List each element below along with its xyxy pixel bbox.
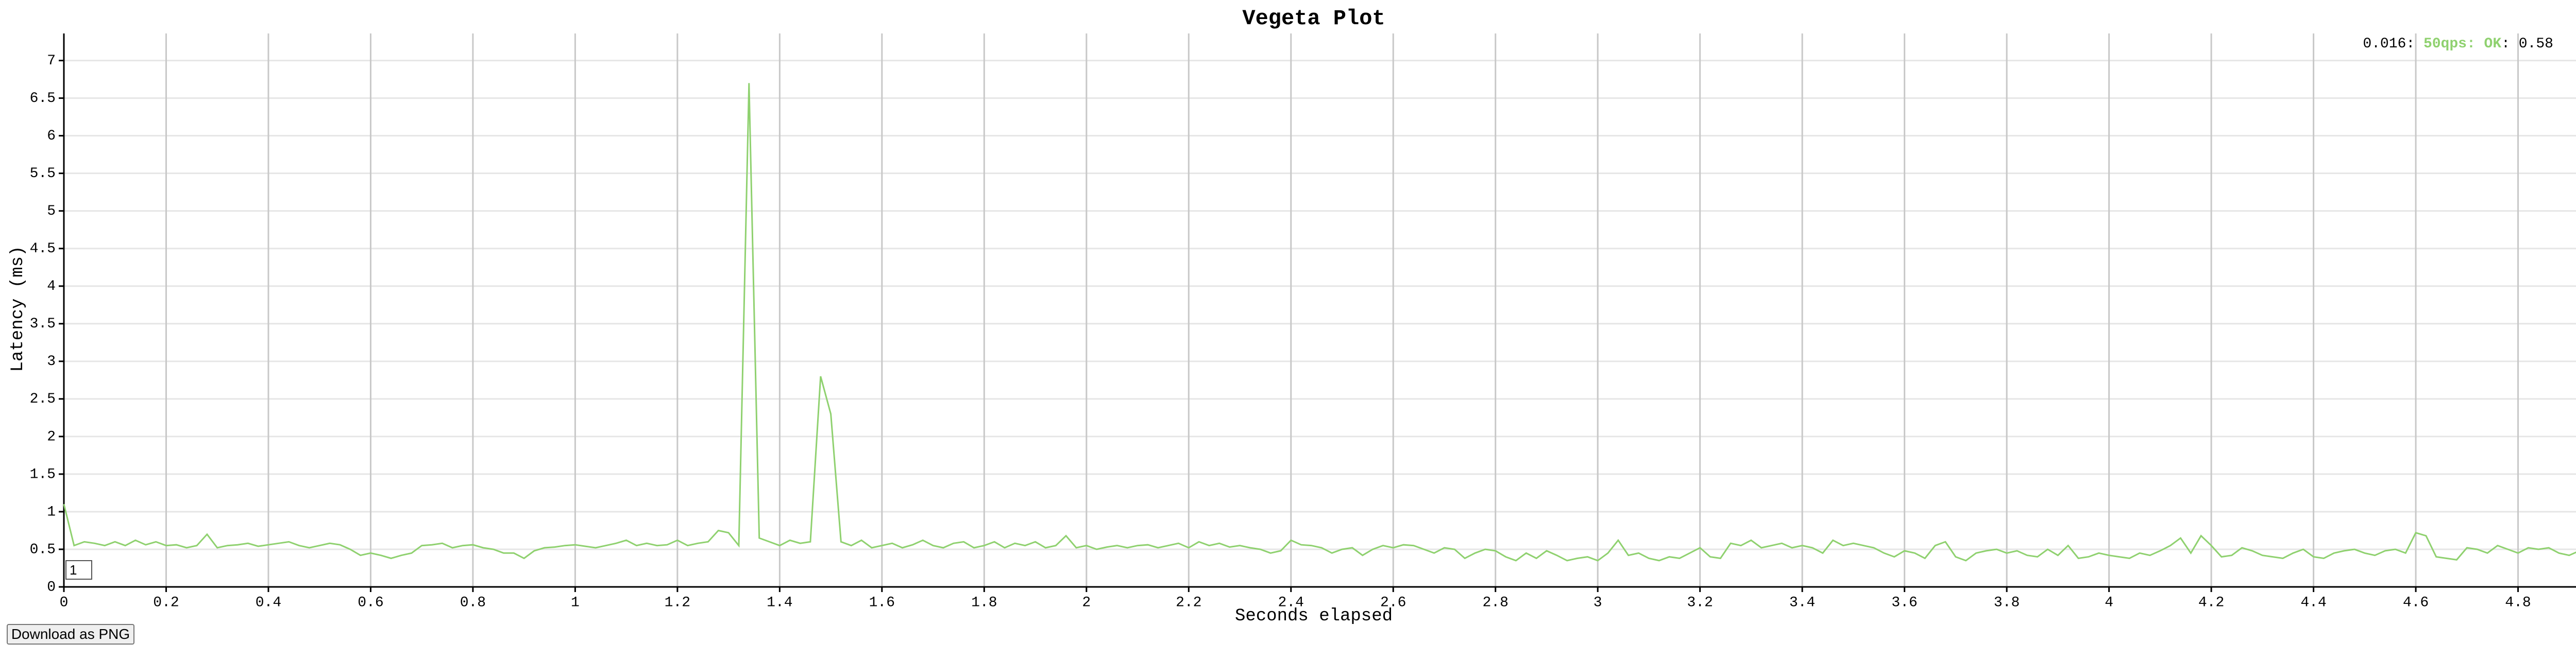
x-tick-label: 2.6	[1380, 595, 1406, 611]
x-tick-label: 4.4	[2300, 595, 2326, 611]
y-tick-label: 3	[47, 354, 56, 370]
y-tick-label: 7	[47, 53, 56, 69]
y-tick-label: 1.5	[30, 466, 56, 482]
legend: 0.016: 50qps: OK: 0.58	[2363, 36, 2553, 52]
y-tick-label: 1	[47, 504, 56, 520]
chart-title: Vegeta Plot	[1242, 6, 1385, 31]
y-tick-label: 6	[47, 128, 56, 144]
x-tick-label: 4.2	[2198, 595, 2224, 611]
x-tick-label: 0.6	[358, 595, 383, 611]
x-tick-label: 3.2	[1687, 595, 1713, 611]
x-tick-label: 1.8	[971, 595, 997, 611]
legend-value: : 0.58	[2501, 36, 2553, 52]
x-tick-label: 1.2	[665, 595, 690, 611]
x-tick-label: 0.4	[256, 595, 281, 611]
x-tick-label: 3.4	[1789, 595, 1815, 611]
y-tick-label: 4	[47, 279, 56, 294]
y-tick-label: 2.5	[30, 391, 56, 407]
x-tick-label: 0.2	[153, 595, 179, 611]
y-tick-label: 5.5	[30, 166, 56, 182]
y-axis-label: Latency (ms)	[8, 246, 28, 372]
x-tick-label: 4	[2105, 595, 2113, 611]
x-tick-label: 0.8	[460, 595, 486, 611]
x-tick-label: 1.4	[767, 595, 792, 611]
x-tick-label: 1	[571, 595, 580, 611]
x-tick-label: 1.6	[869, 595, 895, 611]
y-tick-label: 0.5	[30, 542, 56, 558]
y-tick-label: 3.5	[30, 316, 56, 332]
x-tick-label: 3.8	[1994, 595, 2020, 611]
x-tick-label: 3.6	[1891, 595, 1917, 611]
y-tick-label: 4.5	[30, 241, 56, 257]
x-tick-label: 2.4	[1278, 595, 1304, 611]
x-tick-label: 4.6	[2403, 595, 2429, 611]
x-tick-label: 0	[60, 595, 69, 611]
series-line	[63, 83, 2576, 562]
download-button[interactable]: Download as PNG	[7, 624, 134, 645]
y-tick-label: 2	[47, 429, 56, 445]
y-tick-label: 0	[47, 579, 56, 595]
legend-x: 0.016:	[2363, 36, 2424, 52]
x-axis-label: Seconds elapsed	[1235, 606, 1393, 626]
roll-period-input[interactable]: 1	[65, 560, 92, 580]
legend-series: 50qps: OK	[2424, 36, 2501, 52]
x-tick-label: 4.8	[2505, 595, 2531, 611]
y-tick-label: 5	[47, 203, 56, 219]
y-tick-label: 6.5	[30, 91, 56, 107]
x-tick-label: 2.2	[1176, 595, 1201, 611]
x-tick-label: 2	[1082, 595, 1091, 611]
x-tick-label: 2.8	[1483, 595, 1509, 611]
x-tick-label: 3	[1594, 595, 1602, 611]
